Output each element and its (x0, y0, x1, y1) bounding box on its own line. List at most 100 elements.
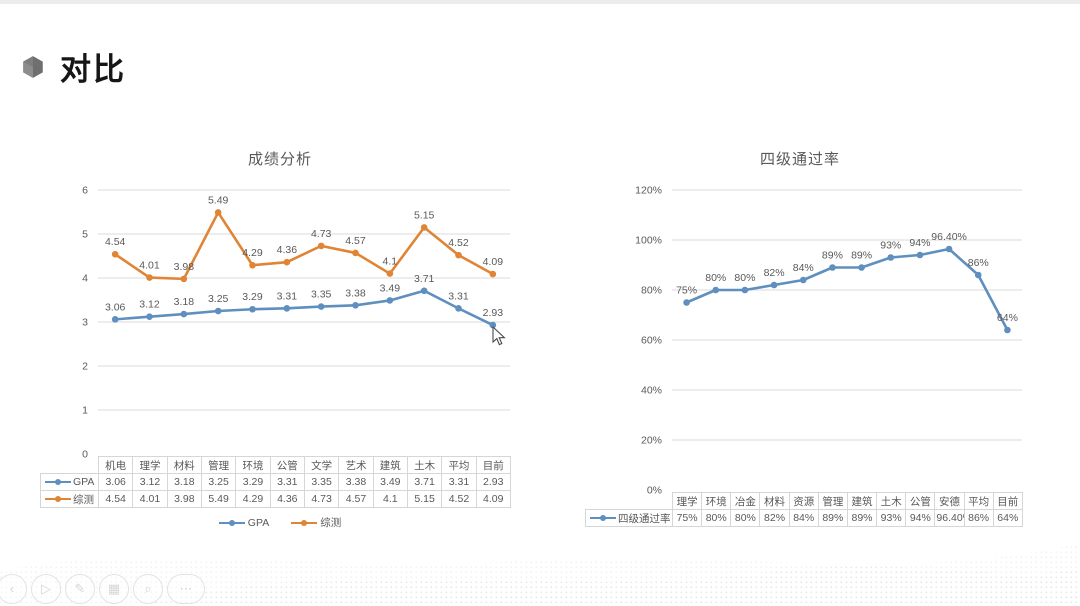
data-label: 3.29 (242, 291, 263, 303)
data-label: 3.35 (311, 289, 332, 301)
cet4-pass-rate-plot: 120% 100% 80% 60% 40% 20% 0% 75% 80% 80% 82% 84% 89%… (635, 185, 1022, 497)
data-point (249, 261, 256, 269)
pen-icon: ✎ (74, 581, 86, 596)
data-point (214, 307, 222, 315)
table-cell: 3.31 (269, 473, 305, 491)
data-point (455, 305, 462, 312)
legend-key (291, 519, 318, 526)
top-strip (0, 0, 1080, 4)
hexagon-bullet-icon (23, 55, 43, 78)
table-cell: 64% (992, 509, 1023, 527)
data-label: 4.54 (105, 236, 126, 248)
series-line (685, 247, 1009, 332)
table-cell: 3.35 (303, 473, 340, 491)
table-cell: 3.12 (132, 473, 168, 491)
y-axis-tick-label: 2 (82, 361, 88, 373)
y-axis-tick-label: 0 (82, 449, 88, 461)
data-point (214, 209, 222, 216)
data-label: 4.57 (345, 235, 366, 247)
table-cell: 4.1 (372, 490, 408, 508)
data-label: 3.49 (380, 282, 401, 294)
table-header-cell: 环境 (235, 456, 271, 474)
legend-key (218, 519, 245, 526)
data-point (945, 245, 953, 253)
series-name: 四级通过率 (618, 512, 671, 525)
data-point (489, 321, 497, 329)
table-header-cell: 艺术 (338, 456, 374, 474)
table-cell: 84% (788, 509, 819, 527)
legend-label: GPA (247, 516, 270, 529)
table-header-cell: 文学 (303, 456, 340, 474)
table-header-cell: 公管 (269, 456, 305, 474)
series-key-cell: 四级通过率 (585, 509, 673, 527)
data-label: 3.31 (448, 290, 469, 302)
y-axis-tick-label: 5 (82, 229, 88, 241)
data-point (386, 270, 394, 277)
table-header-cell: 理学 (671, 492, 703, 510)
data-label: 86% (968, 257, 989, 269)
data-label: 80% (734, 272, 755, 284)
table-header-cell: 目前 (475, 456, 511, 474)
data-point (111, 250, 119, 258)
table-cell: 4.57 (338, 490, 374, 508)
y-axis-tick-label: 0% (647, 485, 662, 497)
table-header-cell: 建筑 (372, 456, 408, 474)
presenter-toolbar: ‹ ▷ ✎ ▦ ⌕ ⋯ (0, 574, 205, 604)
data-label: 82% (764, 267, 785, 279)
table-cell: 4.01 (132, 490, 168, 508)
table-cell: 3.98 (166, 490, 202, 508)
data-point (317, 303, 325, 310)
data-point (858, 264, 865, 271)
table-header-cell: 环境 (701, 492, 732, 510)
mouse-cursor (492, 326, 506, 346)
page-title: 对比 (60, 52, 126, 87)
table-cell: 3.18 (166, 473, 202, 491)
ellipsis-icon: ⋯ (179, 581, 193, 596)
data-point (111, 316, 119, 323)
table-cell: 89% (817, 509, 848, 527)
more-button[interactable]: ⋯ (167, 574, 205, 604)
series-key-cell: GPA (40, 473, 99, 491)
table-header-cell: 材料 (759, 492, 790, 510)
data-label: 93% (880, 240, 901, 252)
table-header-cell: 土木 (876, 492, 907, 510)
legend-label: 综测 (320, 517, 342, 529)
grade-analysis-chart-panel: 成绩分析 6 5 4 3 2 1 0 3.06 3.12 3.18 3.25 3.29 3.31 3.35… (30, 148, 530, 530)
data-label: 3.18 (174, 296, 195, 308)
data-point (887, 254, 895, 261)
y-axis-tick-label: 4 (82, 273, 88, 285)
table-header-cell: 资源 (788, 492, 819, 510)
data-label: 3.98 (174, 261, 195, 273)
pen-button[interactable]: ✎ (65, 574, 95, 604)
data-label: 3.31 (277, 290, 298, 302)
table-cell: 4.09 (475, 490, 511, 508)
grade-analysis-legend: GPA 综测 (30, 515, 530, 530)
legend-item: 综测 (291, 515, 341, 530)
data-point (455, 251, 462, 259)
data-point (180, 275, 188, 283)
series-line (113, 289, 495, 327)
cet4-pass-rate-data-table: 理学 环境 冶金 材料 资源 管理 建筑 土木 公管 安德 平均 目前 四级通过率 75% 80% 80% 82… (585, 492, 1023, 527)
y-axis-tick-label: 3 (82, 317, 88, 329)
table-cell: 4.29 (235, 490, 271, 508)
zoom-button[interactable]: ⌕ (133, 574, 163, 604)
y-axis-tick-label: 40% (641, 385, 662, 397)
grade-analysis-data-table: 机电 理学 材料 管理 环境 公管 文学 艺术 建筑 土木 平均 目前 GPA 3.06 3.12 3.18 3… (40, 456, 511, 508)
data-point (283, 305, 291, 312)
data-point (489, 270, 497, 278)
chart-title: 成绩分析 (247, 151, 312, 168)
table-cell: 3.25 (200, 473, 237, 491)
data-point (829, 264, 836, 271)
previous-slide-button[interactable]: ‹ (0, 574, 27, 604)
data-point (1004, 326, 1011, 334)
table-cell: 3.38 (338, 473, 374, 491)
data-label: 3.06 (105, 301, 126, 313)
table-header-cell: 建筑 (846, 492, 878, 510)
next-slide-button[interactable]: ▷ (31, 574, 61, 604)
data-point (974, 271, 982, 279)
data-label: 3.71 (414, 273, 435, 285)
data-point (420, 287, 428, 295)
data-label: 89% (851, 250, 872, 262)
data-point (146, 274, 153, 281)
all-slides-button[interactable]: ▦ (99, 574, 129, 604)
